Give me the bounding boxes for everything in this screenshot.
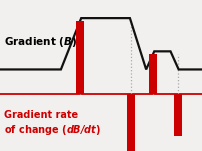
Bar — [126, 94, 134, 151]
Bar — [173, 94, 181, 136]
Bar — [76, 21, 84, 94]
Text: of change ($\bfit{dB/dt}$): of change ($\bfit{dB/dt}$) — [4, 123, 101, 137]
Text: Gradient ($\bfit{B}$): Gradient ($\bfit{B}$) — [4, 35, 77, 49]
Text: Gradient rate: Gradient rate — [4, 110, 78, 120]
Bar — [148, 54, 157, 94]
